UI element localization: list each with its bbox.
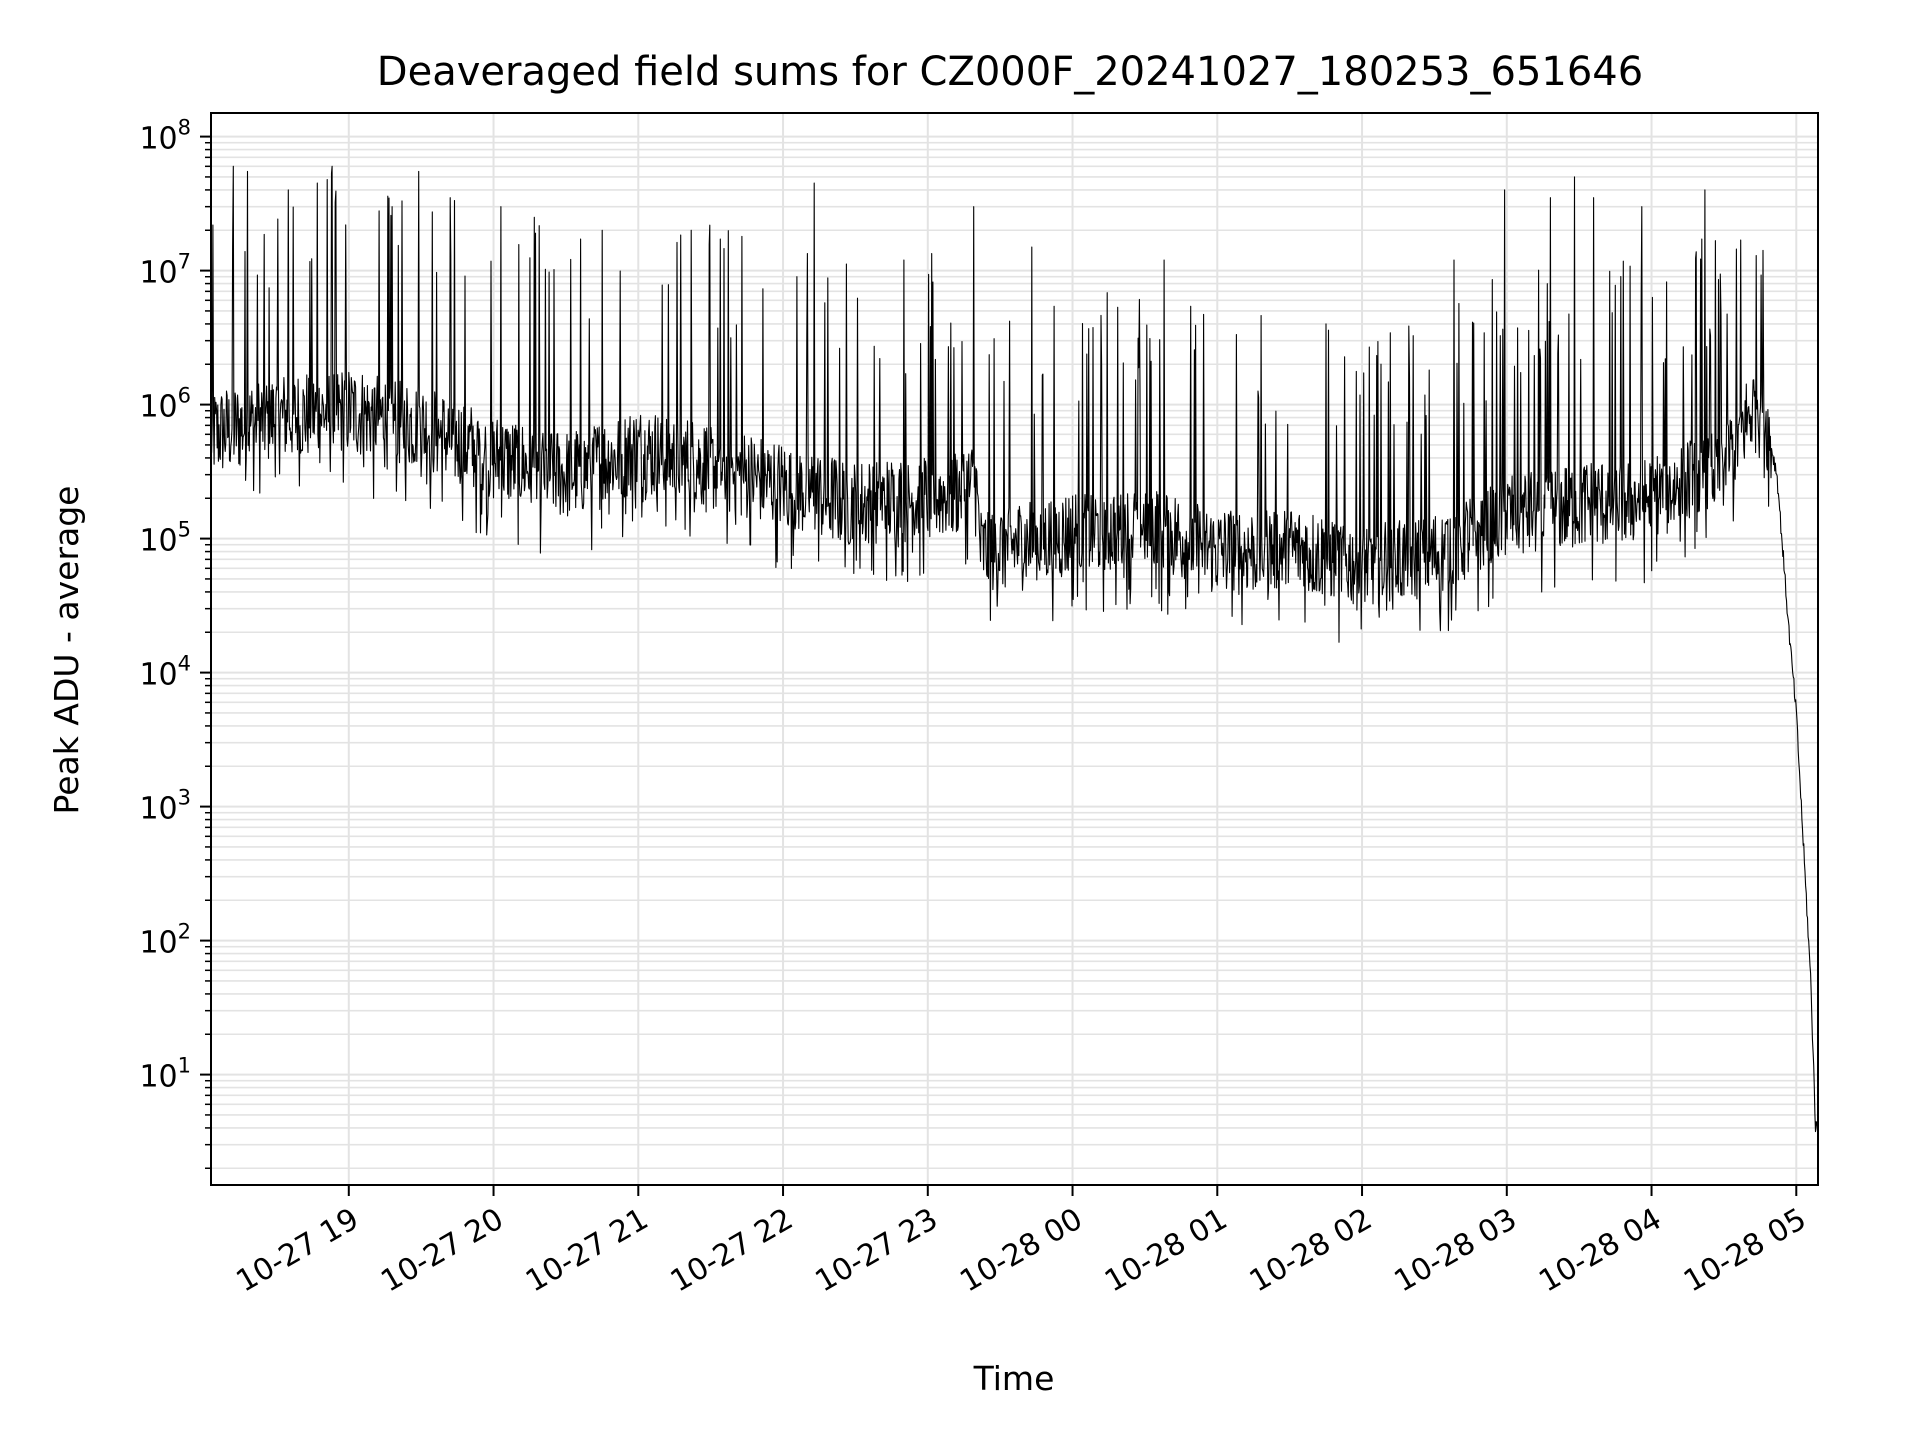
y-tick-base: 10 [139,658,177,693]
y-axis-label: Peak ADU - average [47,486,86,815]
y-tick-exponent: 7 [178,250,191,274]
y-tick-exponent: 2 [178,920,191,944]
y-tick-base: 10 [139,256,177,291]
y-tick-base: 10 [139,524,177,559]
y-tick-label: 104 [139,652,191,693]
y-tick-label: 103 [139,786,191,827]
y-tick-exponent: 6 [178,384,191,408]
y-tick-exponent: 8 [178,116,191,140]
y-tick-label: 102 [139,920,191,961]
series-group [211,165,1818,1134]
y-tick-base: 10 [139,122,177,157]
y-tick-label: 101 [139,1054,191,1095]
y-tick-exponent: 5 [178,518,191,542]
y-tick-exponent: 3 [178,786,191,810]
y-tick-label: 105 [139,518,191,559]
y-tick-label: 107 [139,250,191,291]
y-tick-base: 10 [139,792,177,827]
plot-frame [210,112,1819,1186]
chart-title: Deaveraged field sums for CZ000F_2024102… [377,49,1643,95]
grid [211,113,1818,1185]
y-tick-label: 106 [139,384,191,425]
y-tick-exponent: 4 [178,652,191,676]
y-tick-exponent: 1 [178,1054,191,1078]
series-line [211,165,1818,1134]
y-tick-base: 10 [139,390,177,425]
y-tick-label: 108 [139,116,191,157]
y-tick-base: 10 [139,1060,177,1095]
y-tick-base: 10 [139,926,177,961]
x-axis-label: Time [973,1359,1055,1398]
